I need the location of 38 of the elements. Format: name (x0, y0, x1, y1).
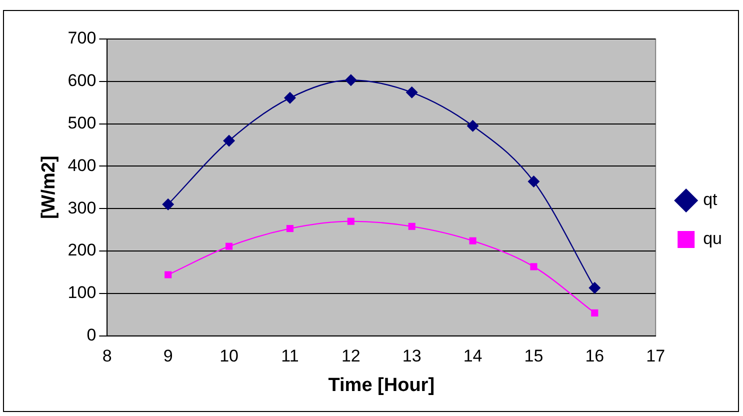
point (344, 74, 357, 86)
y-tick-label: 0 (86, 325, 96, 344)
x-tick-label: 17 (646, 346, 666, 366)
point (286, 224, 294, 232)
x-tick-label: 13 (402, 346, 422, 366)
point (223, 134, 236, 147)
point (284, 92, 296, 104)
point (408, 222, 416, 230)
x-tick-label: 15 (524, 346, 544, 366)
y-tick-label: 200 (68, 240, 96, 260)
point (469, 237, 476, 244)
point (466, 120, 479, 132)
point (528, 175, 540, 188)
x-tick-label: 16 (585, 346, 604, 366)
y-tick-label: 100 (68, 283, 96, 302)
x-tick-label: 11 (281, 346, 299, 366)
point (226, 242, 233, 250)
y-tick-label: 700 (68, 28, 96, 48)
x-tick-label: 12 (341, 346, 360, 366)
y-tick-label: 600 (68, 71, 96, 90)
x-axis-title: Time [Hour] (328, 374, 435, 396)
x-tick-label: 14 (463, 346, 482, 366)
point (591, 309, 598, 316)
point (530, 263, 538, 270)
y-tick-label: 400 (68, 156, 96, 175)
x-tick-label: 10 (220, 346, 238, 366)
legend-label: qu (703, 229, 722, 248)
x-tick-label: 8 (102, 346, 112, 366)
y-tick-label: 300 (68, 198, 96, 218)
point (164, 271, 172, 278)
legend-label: qt (703, 190, 718, 210)
point (588, 282, 601, 294)
point (347, 218, 354, 225)
y-tick-label: 500 (68, 113, 96, 132)
point (162, 198, 174, 210)
x-tick-label: 9 (163, 346, 173, 366)
y-axis-title: [W/m2] (38, 156, 60, 220)
point (406, 86, 418, 98)
